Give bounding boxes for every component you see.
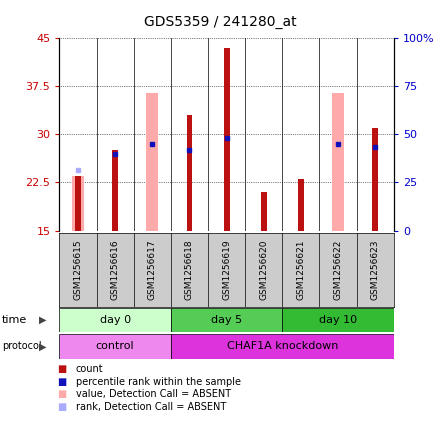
Text: GSM1256618: GSM1256618 — [185, 239, 194, 300]
Bar — [224, 48, 230, 231]
Text: rank, Detection Call = ABSENT: rank, Detection Call = ABSENT — [76, 402, 226, 412]
Text: ▶: ▶ — [39, 315, 46, 325]
Text: value, Detection Call = ABSENT: value, Detection Call = ABSENT — [76, 389, 231, 399]
Text: day 0: day 0 — [99, 315, 131, 325]
Text: GSM1256617: GSM1256617 — [148, 239, 157, 300]
Text: GSM1256620: GSM1256620 — [259, 239, 268, 300]
Text: ■: ■ — [57, 376, 66, 387]
Bar — [112, 150, 118, 231]
Bar — [298, 179, 304, 231]
Text: GSM1256616: GSM1256616 — [110, 239, 120, 300]
Bar — [59, 334, 171, 359]
Text: count: count — [76, 364, 103, 374]
Bar — [332, 93, 344, 231]
Text: percentile rank within the sample: percentile rank within the sample — [76, 376, 241, 387]
Text: ■: ■ — [57, 389, 66, 399]
Bar — [59, 308, 171, 332]
Text: ■: ■ — [57, 402, 66, 412]
Text: day 5: day 5 — [211, 315, 242, 325]
Bar — [282, 308, 394, 332]
Text: day 10: day 10 — [319, 315, 357, 325]
Text: control: control — [96, 341, 135, 352]
Text: GSM1256621: GSM1256621 — [297, 239, 305, 300]
Text: CHAF1A knockdown: CHAF1A knockdown — [227, 341, 338, 352]
Bar — [171, 334, 394, 359]
Text: protocol: protocol — [2, 341, 42, 352]
Text: GSM1256623: GSM1256623 — [371, 239, 380, 300]
Bar — [75, 176, 81, 231]
Text: GSM1256619: GSM1256619 — [222, 239, 231, 300]
Text: ▶: ▶ — [39, 341, 46, 352]
Text: ■: ■ — [57, 364, 66, 374]
Bar — [261, 192, 267, 231]
Text: GSM1256622: GSM1256622 — [334, 239, 343, 300]
Text: time: time — [2, 315, 27, 325]
Bar — [187, 115, 192, 231]
Bar — [372, 128, 378, 231]
Text: GSM1256615: GSM1256615 — [73, 239, 82, 300]
Bar — [72, 176, 84, 231]
Bar — [171, 308, 282, 332]
Text: GDS5359 / 241280_at: GDS5359 / 241280_at — [144, 15, 296, 29]
Bar — [147, 93, 158, 231]
